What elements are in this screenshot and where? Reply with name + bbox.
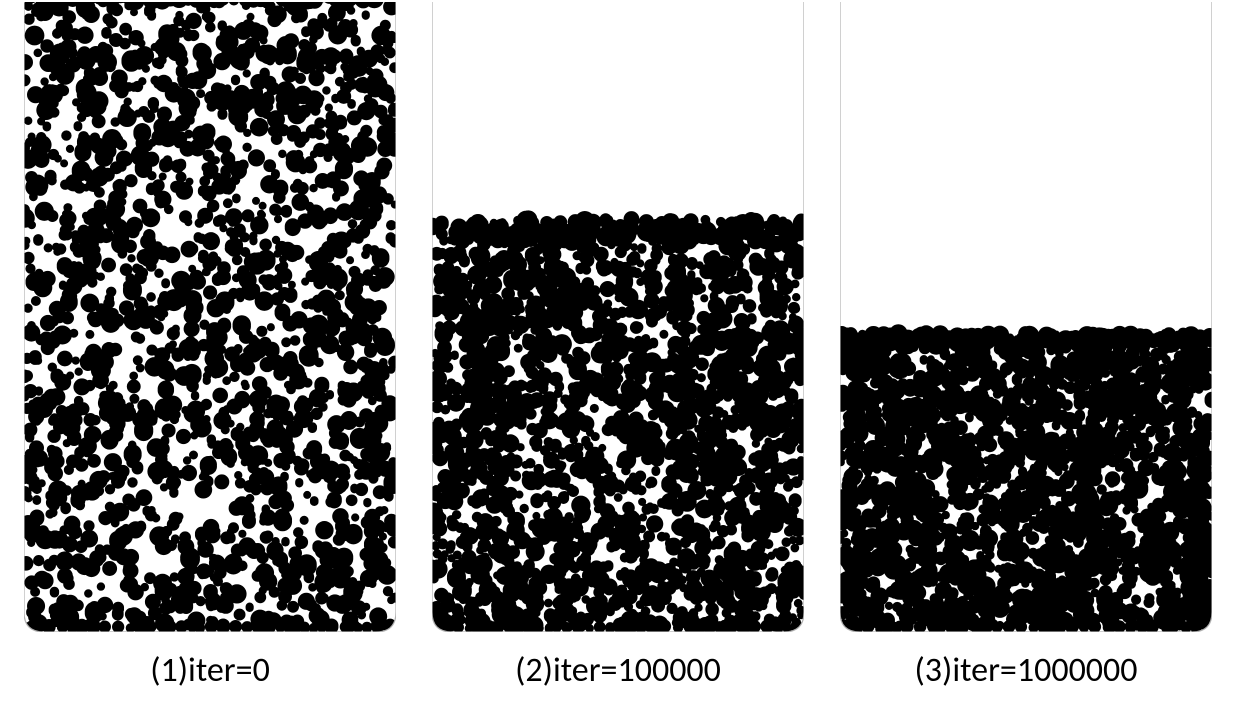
panel-1: [24, 2, 396, 632]
particles: [432, 210, 804, 632]
panel-3-caption: (3)iter=1000000: [840, 650, 1212, 691]
panel-2: [432, 2, 804, 632]
particles: [840, 324, 1212, 632]
simulation-figure: (1)iter=0 (2)iter=100000 (3)iter=1000000: [0, 0, 1239, 704]
panel-2-caption: (2)iter=100000: [432, 650, 804, 691]
panel-3: [840, 2, 1212, 632]
panel-1-caption: (1)iter=0: [24, 650, 396, 691]
particles: [24, 2, 396, 632]
